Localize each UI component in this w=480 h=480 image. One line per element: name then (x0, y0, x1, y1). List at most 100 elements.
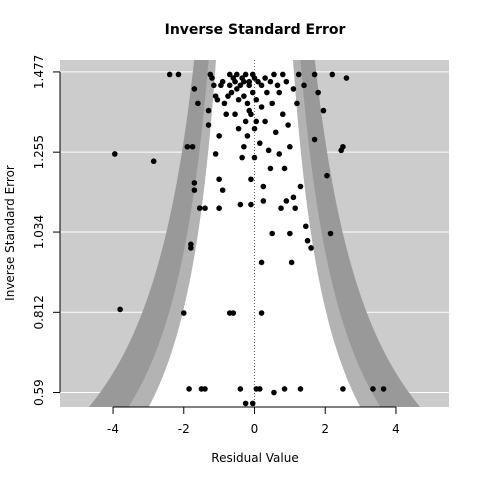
data-point (205, 107, 212, 114)
y-axis-label: Inverse Standard Error (3, 165, 17, 301)
data-point (223, 111, 230, 118)
data-point (235, 96, 242, 103)
data-point (283, 78, 290, 85)
data-point (166, 71, 173, 78)
data-point (302, 223, 309, 230)
data-point (225, 93, 231, 99)
data-point (219, 187, 226, 193)
data-point (301, 82, 307, 89)
data-point (269, 230, 275, 237)
data-point (290, 86, 297, 92)
data-point (237, 82, 244, 89)
data-point (249, 89, 256, 96)
data-point (308, 245, 314, 251)
data-point (216, 205, 222, 211)
data-point (272, 129, 279, 136)
data-point (226, 71, 233, 78)
data-point (189, 143, 196, 150)
data-point (279, 71, 286, 78)
data-point (232, 111, 238, 118)
data-point (234, 86, 240, 92)
data-point (202, 386, 208, 392)
data-point (292, 205, 298, 211)
data-point (175, 71, 182, 78)
data-point (244, 100, 251, 107)
data-point (209, 75, 215, 81)
data-point (311, 71, 318, 78)
data-point (244, 133, 251, 139)
data-point (278, 205, 284, 211)
data-point (288, 259, 295, 266)
data-point (271, 71, 277, 78)
contour-region-inner (148, 60, 361, 407)
data-point (257, 140, 263, 146)
data-point (211, 82, 217, 89)
data-point (237, 201, 244, 208)
y-tick-label: 1.477 (32, 55, 46, 89)
y-tick-label: 0.59 (32, 379, 46, 406)
data-point (311, 136, 318, 143)
data-points (112, 71, 387, 407)
data-point (258, 104, 265, 110)
x-axis: -4 -2 0 2 4 (107, 406, 400, 436)
data-point (249, 400, 256, 407)
data-point (202, 205, 208, 211)
data-point (257, 386, 263, 392)
data-point (258, 82, 265, 89)
data-point (281, 386, 288, 392)
data-point (274, 82, 281, 89)
data-point (304, 237, 311, 244)
x-tick-label: 2 (321, 422, 329, 436)
data-point (290, 194, 297, 201)
data-point (324, 172, 330, 179)
data-point (248, 201, 254, 208)
data-point (216, 176, 222, 183)
data-point (267, 165, 274, 172)
data-point (276, 151, 283, 157)
data-point (184, 143, 191, 150)
data-point (370, 386, 376, 392)
data-point (219, 78, 226, 85)
y-tick-label: 1.034 (32, 215, 46, 249)
data-point (117, 306, 123, 313)
data-point (260, 198, 267, 204)
data-point (180, 310, 187, 316)
data-point (246, 82, 252, 89)
data-point (188, 241, 194, 248)
data-point (283, 198, 290, 204)
data-point (248, 176, 254, 183)
data-point (251, 75, 258, 81)
data-point (191, 187, 198, 193)
data-point (195, 100, 201, 107)
data-point (242, 118, 249, 125)
data-point (191, 86, 198, 92)
y-tick-label: 0.812 (32, 295, 46, 329)
data-point (242, 400, 249, 407)
data-point (226, 82, 233, 89)
data-point (327, 230, 334, 237)
y-tick-label: 1.255 (32, 135, 46, 169)
data-point (232, 78, 238, 85)
data-point (253, 96, 260, 103)
y-axis: 0.59 0.812 1.034 1.255 1.477 (32, 55, 61, 406)
data-point (267, 78, 274, 85)
data-point (271, 389, 277, 396)
data-point (281, 165, 288, 172)
data-point (297, 183, 304, 190)
data-point (285, 122, 291, 128)
data-point (258, 310, 265, 316)
data-point (315, 89, 321, 96)
data-point (191, 180, 198, 186)
data-point (253, 118, 260, 125)
data-point (237, 386, 244, 392)
data-point (112, 151, 118, 157)
data-point (235, 125, 242, 132)
data-point (214, 96, 221, 103)
x-axis-label: Residual Value (211, 451, 298, 465)
data-point (212, 151, 219, 157)
data-point (297, 386, 304, 392)
data-point (239, 154, 245, 161)
data-point (340, 386, 346, 392)
data-point (230, 310, 237, 316)
